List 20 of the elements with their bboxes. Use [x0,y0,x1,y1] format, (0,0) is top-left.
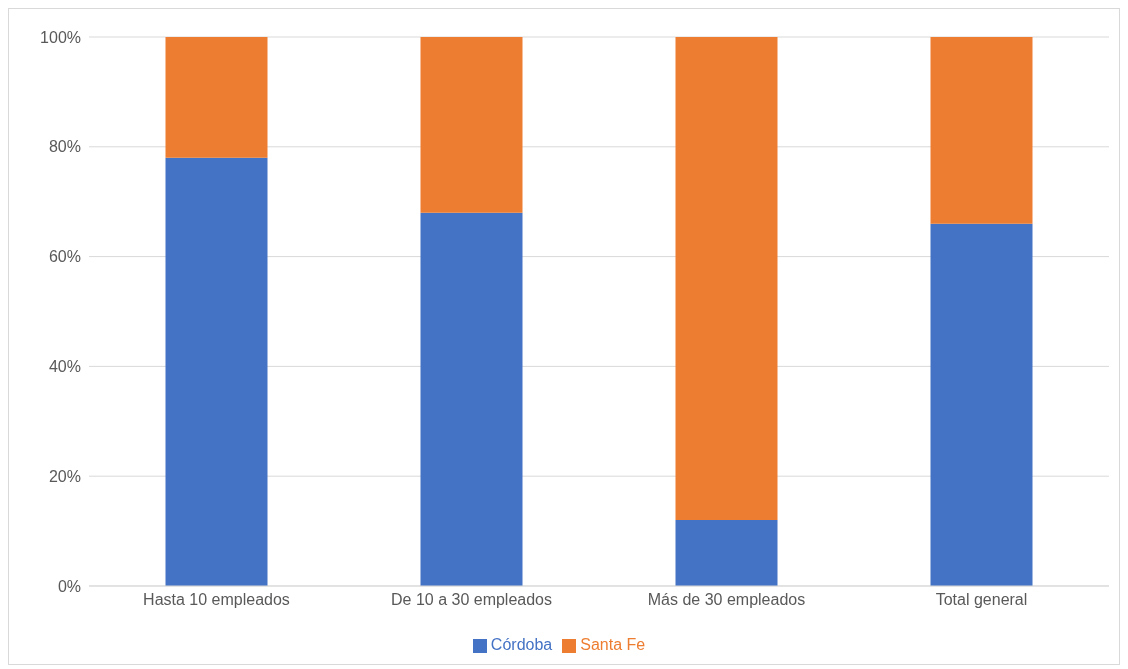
bar [930,37,1033,224]
y-tick-label: 80% [48,138,81,156]
bar [165,37,268,158]
legend-label: Santa Fe [580,636,646,653]
bar [420,37,523,213]
bar [675,520,778,586]
bar [165,157,268,586]
bar [675,37,778,521]
x-tick-label: Hasta 10 empleados [143,591,290,609]
x-tick-label: Total general [935,591,1028,609]
y-tick-label: 0% [57,577,81,595]
y-tick-label: 100% [40,28,81,46]
y-tick-label: 20% [48,467,81,485]
legend-label: Córdoba [490,636,553,653]
y-tick-label: 60% [48,248,81,266]
bar [930,223,1033,586]
bar [420,212,523,586]
x-tick-label: De 10 a 30 empleados [391,591,552,609]
x-tick-label: Más de 30 empleados [647,591,806,609]
y-tick-label: 40% [48,358,81,376]
